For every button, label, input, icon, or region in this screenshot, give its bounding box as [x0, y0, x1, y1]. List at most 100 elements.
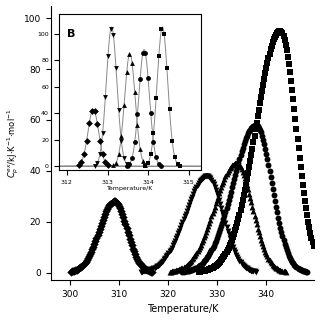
Point — [241, 193, 246, 198]
Point — [279, 229, 284, 235]
Point — [240, 145, 245, 150]
Point — [215, 194, 220, 199]
Point — [210, 265, 215, 270]
Point — [155, 263, 160, 268]
Point — [231, 231, 236, 236]
Point — [282, 37, 287, 43]
Point — [269, 180, 274, 186]
Point — [271, 263, 276, 268]
Point — [309, 235, 314, 240]
Point — [87, 252, 92, 257]
Point — [172, 238, 178, 244]
Point — [207, 267, 212, 272]
Point — [270, 262, 275, 267]
Point — [183, 263, 188, 268]
Point — [183, 269, 188, 274]
Point — [222, 253, 227, 259]
Point — [203, 258, 208, 263]
Point — [199, 240, 204, 245]
Point — [144, 268, 149, 273]
Point — [242, 139, 247, 144]
Point — [286, 253, 292, 258]
Point — [178, 225, 183, 230]
Point — [225, 228, 230, 234]
Point — [277, 29, 282, 34]
Point — [247, 191, 252, 196]
Point — [292, 262, 297, 267]
Point — [126, 233, 131, 238]
Point — [167, 249, 172, 254]
Point — [239, 166, 244, 172]
Point — [188, 259, 193, 264]
Point — [82, 260, 87, 266]
Point — [194, 251, 199, 256]
Point — [225, 169, 230, 174]
Point — [260, 137, 266, 142]
Point — [85, 256, 91, 261]
Point — [143, 267, 148, 272]
Point — [77, 266, 82, 271]
Point — [215, 194, 220, 199]
Point — [96, 229, 101, 235]
Point — [233, 172, 238, 177]
Point — [241, 263, 246, 268]
Point — [297, 156, 302, 161]
Point — [233, 161, 238, 166]
Point — [208, 176, 213, 181]
Point — [307, 225, 312, 230]
Point — [244, 133, 250, 138]
Point — [287, 255, 292, 260]
Point — [204, 255, 210, 260]
Point — [208, 266, 213, 271]
Point — [248, 268, 253, 273]
Point — [224, 250, 229, 255]
Point — [159, 259, 164, 264]
Point — [221, 255, 226, 260]
Point — [263, 146, 268, 151]
Point — [305, 269, 310, 274]
Point — [141, 269, 146, 274]
Point — [235, 164, 240, 169]
Point — [256, 230, 261, 235]
Point — [230, 162, 236, 167]
Point — [147, 268, 152, 274]
Point — [248, 159, 253, 164]
Point — [304, 269, 309, 274]
Point — [148, 269, 153, 274]
Point — [254, 222, 259, 227]
Point — [197, 179, 202, 184]
Point — [139, 263, 144, 268]
Point — [255, 124, 260, 129]
Point — [206, 174, 211, 179]
Point — [135, 256, 140, 261]
Point — [206, 267, 211, 272]
Point — [223, 174, 228, 179]
Point — [306, 219, 311, 224]
Point — [239, 261, 244, 266]
Point — [299, 268, 304, 273]
Point — [241, 142, 246, 147]
Point — [189, 194, 195, 199]
Point — [116, 202, 121, 207]
Point — [114, 200, 119, 205]
Point — [250, 268, 255, 274]
Point — [106, 204, 111, 210]
Point — [255, 114, 260, 119]
Point — [265, 60, 270, 66]
Point — [282, 269, 287, 274]
Point — [154, 264, 159, 269]
Point — [260, 82, 266, 87]
Point — [211, 181, 216, 187]
Point — [113, 199, 118, 204]
Point — [186, 260, 191, 266]
Point — [112, 199, 117, 204]
Y-axis label: $C_p^{ex}$/kJ$\cdot$K$^{-1}$$\cdot$mol$^{-1}$: $C_p^{ex}$/kJ$\cdot$K$^{-1}$$\cdot$mol$^… — [5, 108, 21, 178]
Point — [191, 191, 196, 196]
Point — [258, 94, 263, 100]
Point — [210, 211, 215, 216]
Point — [300, 182, 306, 188]
Point — [270, 40, 275, 45]
Point — [294, 264, 299, 269]
Point — [223, 209, 228, 214]
Point — [90, 247, 95, 252]
